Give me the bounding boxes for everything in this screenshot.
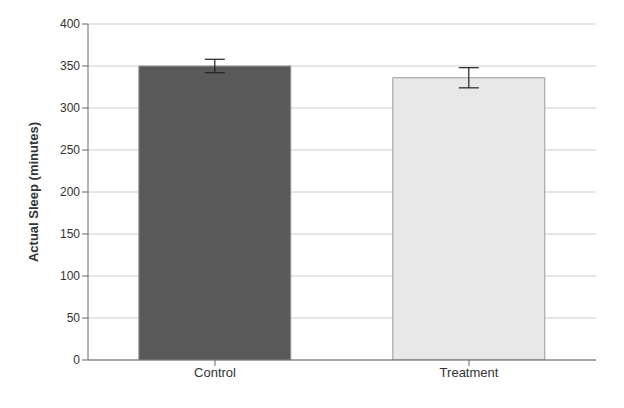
svg-text:Actual Sleep (minutes): Actual Sleep (minutes) [26,122,41,262]
svg-text:Control: Control [194,365,236,380]
svg-text:Treatment: Treatment [440,365,499,380]
svg-text:350: 350 [60,59,80,73]
svg-text:50: 50 [67,311,81,325]
svg-text:100: 100 [60,269,80,283]
svg-text:0: 0 [73,353,80,367]
svg-text:300: 300 [60,101,80,115]
svg-text:400: 400 [60,17,80,31]
svg-text:200: 200 [60,185,80,199]
svg-text:250: 250 [60,143,80,157]
svg-text:150: 150 [60,227,80,241]
